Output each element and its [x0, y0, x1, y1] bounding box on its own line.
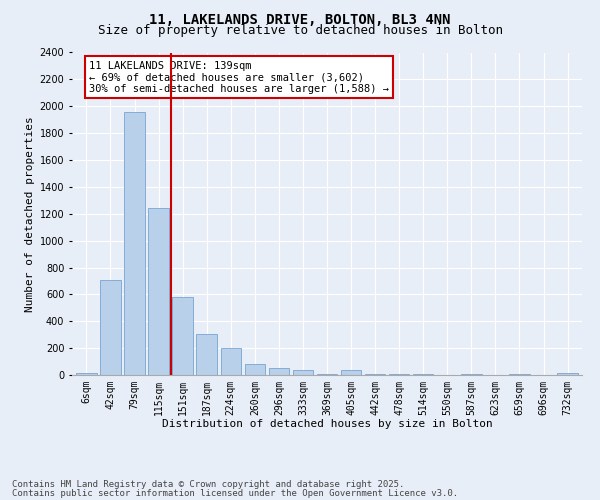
Text: Contains HM Land Registry data © Crown copyright and database right 2025.: Contains HM Land Registry data © Crown c… [12, 480, 404, 489]
Bar [461, 374, 482, 375]
Bar [269, 368, 289, 375]
Bar [341, 370, 361, 375]
Bar [413, 374, 433, 375]
Text: Contains public sector information licensed under the Open Government Licence v3: Contains public sector information licen… [12, 488, 458, 498]
Bar [245, 364, 265, 375]
Bar [172, 297, 193, 375]
Bar [365, 374, 385, 375]
Bar [293, 370, 313, 375]
Bar [221, 348, 241, 375]
Bar [509, 374, 530, 375]
Text: 11 LAKELANDS DRIVE: 139sqm
← 69% of detached houses are smaller (3,602)
30% of s: 11 LAKELANDS DRIVE: 139sqm ← 69% of deta… [89, 60, 389, 94]
Bar [196, 334, 217, 375]
Text: Size of property relative to detached houses in Bolton: Size of property relative to detached ho… [97, 24, 503, 37]
Bar [557, 373, 578, 375]
Bar [76, 373, 97, 375]
Y-axis label: Number of detached properties: Number of detached properties [25, 116, 35, 312]
X-axis label: Distribution of detached houses by size in Bolton: Distribution of detached houses by size … [161, 420, 493, 430]
Bar [389, 374, 409, 375]
Bar [148, 208, 169, 375]
Text: 11, LAKELANDS DRIVE, BOLTON, BL3 4NN: 11, LAKELANDS DRIVE, BOLTON, BL3 4NN [149, 12, 451, 26]
Bar [317, 374, 337, 375]
Bar [124, 112, 145, 375]
Bar [100, 280, 121, 375]
